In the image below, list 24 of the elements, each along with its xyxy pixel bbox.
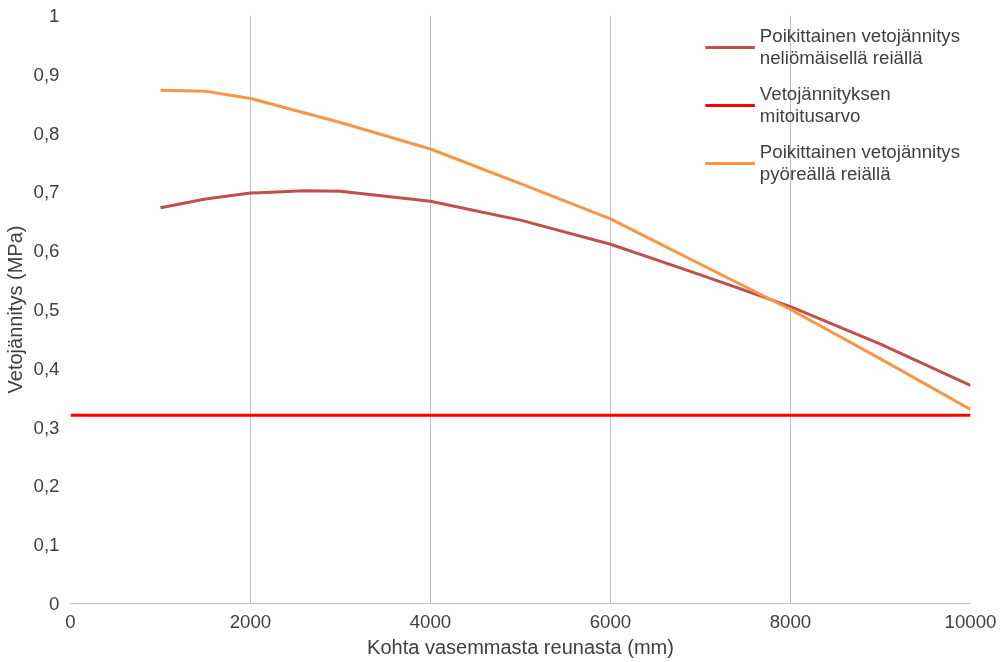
line-series: [159, 88, 971, 411]
legend-label: Poikittainen vetojännitys neliömäisellä reiällä: [759, 25, 960, 69]
y-tick-label: 0,1: [33, 534, 60, 556]
y-tick-label: 1: [49, 5, 60, 26]
x-tick-label: 10000: [944, 610, 997, 632]
y-tick-label: 0: [49, 593, 60, 614]
y-tick-label: 0,8: [33, 122, 60, 144]
legend-label: Vetojännityksen mitoitusarvo: [759, 83, 891, 127]
y-tick-label: 0,3: [33, 416, 60, 438]
legend-label: Poikittainen vetojännitys pyöreällä reiällä: [759, 141, 960, 185]
y-tick-label: 0,5: [33, 299, 60, 320]
x-tick-label: 6000: [589, 610, 632, 632]
x-tick-label: 2000: [229, 610, 272, 632]
x-tick-label: 4000: [409, 610, 452, 632]
y-tick-label: 0,7: [33, 181, 60, 203]
y-tick-label: 0,4: [33, 357, 60, 379]
x-axis-title: Kohta vasemmasta reunasta (mm): [367, 635, 674, 658]
y-tick-label: 0,6: [33, 240, 60, 262]
line-series: [159, 189, 971, 387]
x-tick-label: 8000: [769, 610, 812, 632]
y-tick-label: 0,2: [33, 475, 60, 497]
y-tick-label: 0,9: [33, 63, 60, 85]
y-axis-title: Vetojännitys (MPa): [3, 225, 26, 394]
x-tick-label: 0: [65, 610, 76, 632]
